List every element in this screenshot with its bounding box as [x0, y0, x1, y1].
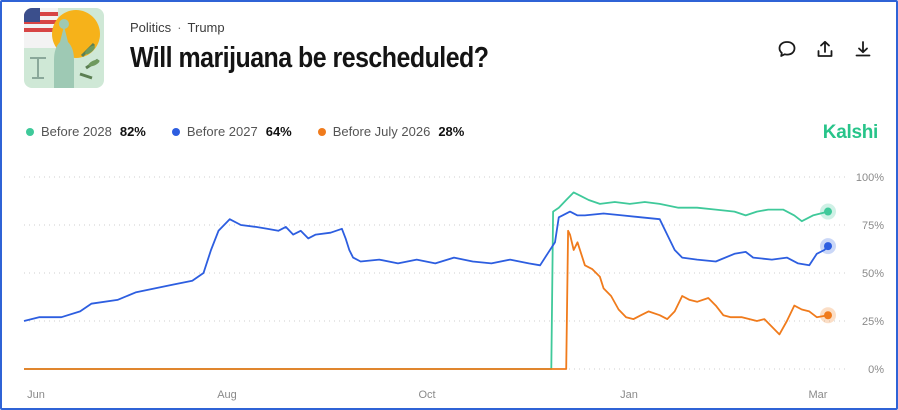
breadcrumb: Politics · Trump	[130, 20, 225, 35]
legend-label: Before 2028	[41, 124, 112, 139]
legend-item-before-2027[interactable]: Before 2027 64%	[171, 124, 292, 139]
legend-value: 82%	[119, 124, 146, 139]
series-line	[24, 229, 829, 370]
price-history-chart: 100% 75% 50% 25% 0% Jun Aug Oct Jan Mar	[23, 172, 884, 401]
market-title: Will marijuana be rescheduled?	[130, 42, 489, 74]
legend-label: Before 2027	[186, 124, 258, 139]
breadcrumb-subcategory[interactable]: Trump	[187, 20, 225, 35]
chart-legend: Before 2028 82% Before 2027 64% Before J…	[26, 124, 464, 139]
marijuana-collage-image	[24, 8, 104, 88]
legend-dot	[171, 127, 180, 136]
share-icon	[817, 40, 833, 57]
comment-icon	[778, 41, 796, 57]
x-axis-ticks: Jun Aug Oct Jan Mar	[27, 389, 828, 401]
end-marker	[824, 242, 832, 251]
legend-label: Before July 2026	[332, 124, 431, 139]
y-tick-label: 0%	[868, 364, 884, 376]
y-tick-label: 100%	[856, 172, 884, 184]
legend-item-before-july-2026[interactable]: Before July 2026 28%	[317, 124, 465, 139]
kalshi-logo[interactable]: Kalshi	[822, 122, 879, 143]
x-tick-label: Oct	[418, 389, 435, 401]
legend-dot	[317, 127, 326, 136]
x-tick-label: Mar	[809, 389, 828, 401]
end-marker	[824, 311, 832, 320]
x-tick-label: Jun	[27, 389, 45, 401]
market-thumbnail	[24, 8, 104, 88]
x-tick-label: Aug	[217, 389, 237, 401]
share-button[interactable]	[814, 38, 836, 60]
series-line	[23, 210, 829, 322]
breadcrumb-category[interactable]: Politics	[130, 20, 172, 35]
x-tick-label: Jan	[620, 389, 638, 401]
comment-button[interactable]	[776, 38, 798, 60]
download-button[interactable]	[852, 38, 874, 60]
breadcrumb-separator: ·	[177, 20, 182, 35]
chart-grid	[24, 176, 846, 370]
series-line	[24, 191, 829, 370]
legend-value: 28%	[438, 124, 465, 139]
legend-item-before-2028[interactable]: Before 2028 82%	[26, 124, 146, 139]
chart-series	[23, 191, 829, 370]
y-tick-label: 25%	[862, 316, 884, 328]
y-tick-label: 50%	[862, 268, 884, 280]
end-marker	[824, 207, 832, 216]
y-tick-label: 75%	[862, 220, 884, 232]
legend-dot	[26, 127, 34, 136]
action-toolbar	[776, 38, 874, 60]
y-axis-ticks: 100% 75% 50% 25% 0%	[856, 172, 884, 376]
legend-value: 64%	[265, 124, 292, 139]
download-icon	[855, 41, 871, 57]
chart-end-markers	[820, 203, 836, 324]
